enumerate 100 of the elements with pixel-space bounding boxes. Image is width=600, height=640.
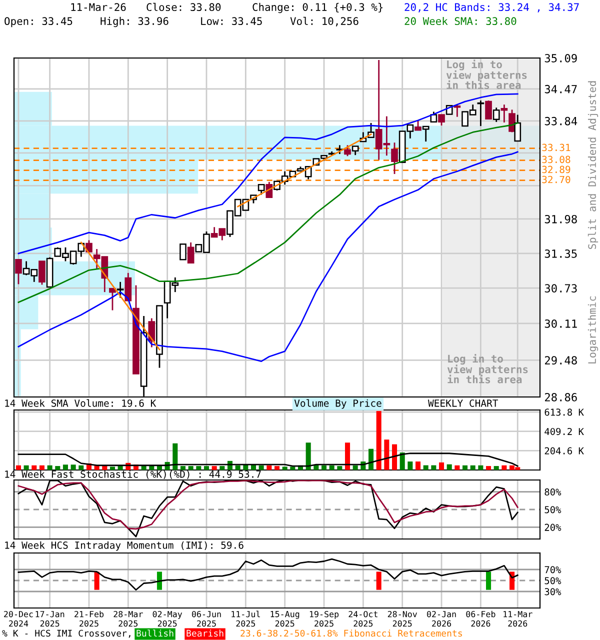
y-tick-label: 30% (544, 588, 562, 596)
bar (70, 464, 76, 470)
y-tick-label: 613.8 K (544, 408, 584, 416)
candlestick (38, 260, 46, 286)
y-tick-label: 20% (544, 524, 562, 531)
bar (39, 465, 44, 470)
ref-line-label: 33.08 (542, 156, 570, 164)
y-tick-label: 31.98 (544, 214, 577, 224)
candlestick (500, 104, 508, 124)
line-series (18, 558, 518, 591)
bar (16, 465, 21, 470)
bar (258, 465, 264, 470)
text: 11-Mar-26 (71, 3, 126, 12)
x-tick-label: 11-Mar 2026 (504, 611, 532, 627)
ref-line-label: 32.70 (542, 176, 570, 184)
annotation: Log in to view patterns in this area (447, 354, 528, 384)
y-tick-label: 50% (544, 577, 562, 584)
bar (78, 465, 84, 470)
bar (321, 465, 327, 470)
candlestick (391, 142, 398, 175)
text: 20,2 HC Bands: 33.24 , 34.37 (404, 2, 579, 12)
bar (352, 465, 358, 470)
text: Bearish (186, 630, 224, 637)
candlestick (438, 114, 445, 126)
bar (438, 462, 444, 470)
x-tick-label: 24-Oct 2025 (348, 610, 378, 627)
y-tick-label: 29.48 (544, 356, 577, 365)
bar (462, 465, 468, 470)
bar (486, 466, 492, 470)
bar (172, 443, 178, 470)
y-tick-label: 34.47 (544, 84, 577, 94)
chart-title: 14 Week Fast Stochastic (%K)(%D) : 44.9 53.7 (5, 470, 261, 479)
candlestick (485, 100, 492, 120)
candlestick (422, 126, 430, 142)
candlestick (180, 243, 186, 260)
text: WEEKLY CHART (428, 399, 498, 407)
bar (408, 461, 413, 470)
y-axis-title: Split and Dividend Adjusted (588, 81, 598, 249)
text: Bullish (136, 630, 174, 637)
line-series (18, 452, 518, 467)
candlestick (477, 100, 484, 127)
bar (24, 465, 29, 470)
bar (274, 466, 280, 470)
bar (47, 465, 52, 470)
y-tick-label: 409.2 K (544, 428, 584, 436)
x-tick-label: 02-May 2025 (152, 610, 182, 627)
text: Close: 33.80 (146, 2, 221, 12)
candlestick (344, 144, 351, 157)
bar (266, 465, 272, 470)
band-label: Log in to view patterns in this area (446, 60, 527, 90)
bar (502, 465, 507, 470)
bar (110, 466, 116, 470)
candlestick (15, 258, 22, 285)
bar (55, 466, 60, 470)
bar (220, 466, 225, 470)
bar (478, 465, 484, 470)
text: 20 Week SMA: 33.80 (404, 16, 516, 26)
x-tick-label: 15-Aug 2025 (270, 611, 300, 627)
text: Change: 0.11 {+0.3 %} (252, 2, 383, 14)
bar (431, 465, 436, 470)
text: High: 33.96 (100, 16, 168, 28)
bar (329, 465, 334, 470)
candlestick (514, 114, 522, 142)
ref-line-label: 32.89 (542, 166, 570, 174)
bar (337, 466, 342, 470)
bar (415, 461, 421, 470)
candlestick (454, 104, 461, 118)
bar (62, 464, 68, 470)
chart-title: 14 Week HCS Intraday Momentum (IMI): 59.6 (5, 541, 244, 551)
bar (392, 444, 398, 470)
x-tick-label: 06-Jun 2025 (192, 610, 221, 627)
bar (188, 466, 194, 470)
bar (32, 465, 37, 470)
bar (454, 465, 460, 470)
candlestick (414, 120, 422, 131)
y-tick-label: 33.84 (544, 116, 578, 126)
bar (290, 466, 296, 470)
bar (384, 440, 390, 470)
x-tick-label: 11-Jul 2025 (232, 610, 260, 627)
y-tick-label: 80% (544, 488, 562, 496)
y-tick-label: 50% (544, 506, 562, 514)
text: % K - HCS IMI Crossover, (2, 630, 130, 638)
text: Volume By Price (294, 399, 382, 409)
bar (204, 466, 210, 470)
x-tick-label: 28-Mar 2025 (114, 610, 143, 627)
x-tick-label: 02-Jan 2026 (427, 610, 456, 627)
bar (180, 466, 186, 470)
bar (494, 466, 499, 470)
x-tick-label: 21-Feb 2025 (74, 610, 104, 627)
x-tick-label: 17-Jan 2025 (36, 611, 64, 627)
bar (235, 465, 240, 470)
bar (212, 466, 217, 470)
bar (306, 442, 311, 470)
x-tick-label: 06-Feb 2026 (466, 610, 496, 627)
text: Low: 33.45 (201, 17, 262, 26)
bar (470, 465, 476, 470)
bar (446, 464, 452, 470)
chart-title: 14 Week SMA Volume: 19.6 K (5, 399, 156, 407)
candlestick (148, 318, 156, 348)
bar (196, 466, 202, 470)
